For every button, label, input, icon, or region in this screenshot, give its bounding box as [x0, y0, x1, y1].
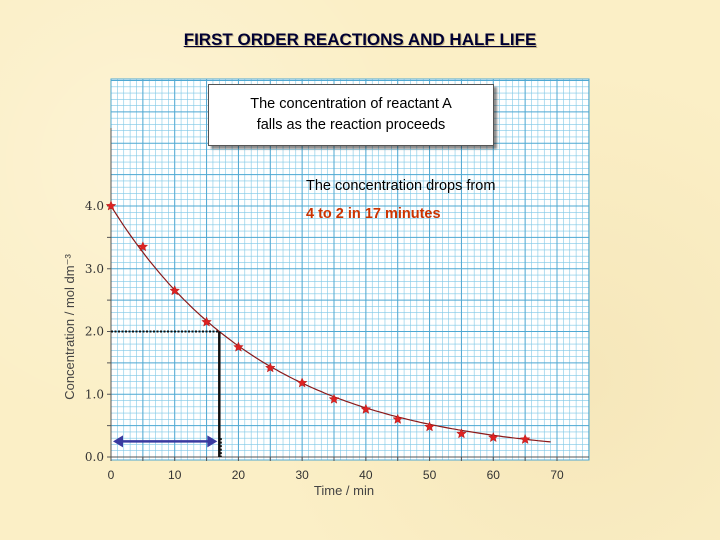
y-tick-label: 4.0 [85, 199, 104, 213]
data-point [424, 421, 435, 432]
data-points [105, 200, 531, 444]
arrow-head-left [113, 435, 123, 448]
x-tick-label: 70 [550, 468, 564, 482]
slide-title: FIRST ORDER REACTIONS AND HALF LIFE [183, 30, 537, 49]
data-point [265, 362, 276, 373]
decay-curve [110, 205, 551, 443]
data-point [201, 316, 212, 327]
y-axis-label: Concentration / mol dm⁻³ [62, 254, 77, 400]
y-tick-labels: 0.0 1.0 2.0 3.0 4.0 [85, 199, 104, 464]
x-tick-label: 40 [359, 468, 373, 482]
x-tick-label: 10 [168, 468, 182, 482]
y-tick-label: 3.0 [85, 262, 104, 276]
x-tick-label: 50 [423, 468, 437, 482]
data-point [488, 431, 499, 443]
y-tick-label: 2.0 [85, 325, 104, 339]
x-tick-label: 30 [295, 468, 309, 482]
arrow-head-right [207, 435, 218, 448]
y-tick-label: 0.0 [85, 450, 104, 464]
data-point [296, 377, 308, 388]
data-point [392, 413, 403, 424]
x-tick-label: 0 [108, 468, 115, 482]
x-tick-labels: 0 10 20 30 40 50 60 70 [108, 468, 564, 482]
data-point [169, 285, 180, 296]
data-point [233, 341, 244, 352]
annotation-line-1: The concentration drops from [306, 178, 496, 194]
axes [110, 128, 589, 460]
x-tick-label: 20 [232, 468, 246, 482]
callout-box: The concentration of reactant A falls as… [208, 84, 494, 146]
half-life-guides [111, 330, 222, 457]
data-point [360, 403, 372, 414]
y-tick-label: 1.0 [85, 387, 104, 401]
x-tick-label: 60 [487, 468, 501, 482]
callout-line-1: The concentration of reactant A [250, 96, 452, 112]
data-point [519, 433, 531, 444]
x-axis-label: Time / min [314, 483, 374, 498]
half-life-arrow [113, 435, 218, 448]
data-point [328, 393, 340, 404]
tick-marks [107, 205, 558, 461]
data-point [456, 428, 467, 439]
annotation-line-2: 4 to 2 in 17 minutes [306, 206, 441, 222]
data-point [105, 200, 117, 211]
data-point [137, 241, 149, 252]
callout-line-2: falls as the reaction proceeds [256, 117, 446, 133]
